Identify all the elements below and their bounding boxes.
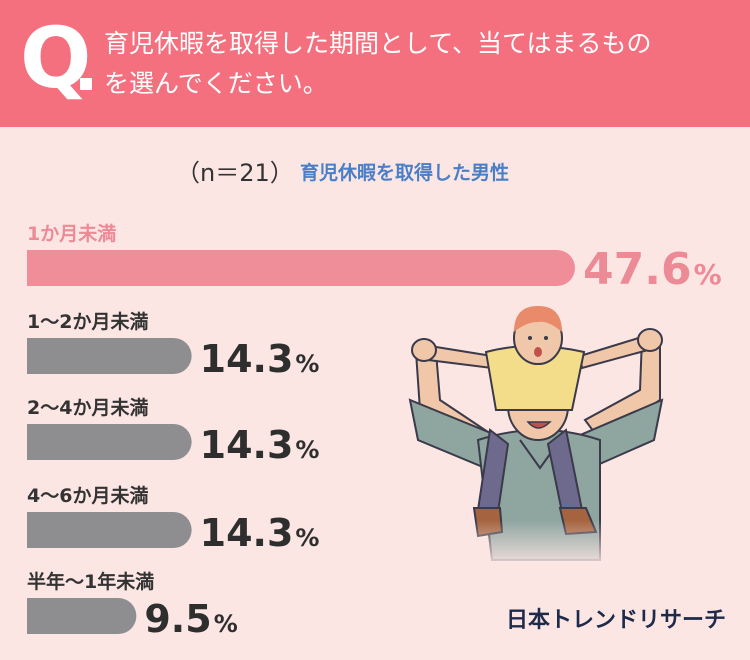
question-line-1: 育児休暇を取得した期間として、当てはまるもの <box>104 29 652 58</box>
bar-left-edge <box>27 424 63 460</box>
brand-logo: 日本トレンドリサーチ <box>506 608 727 633</box>
value-label: 14.3% <box>200 337 320 381</box>
q-mark: Q <box>20 9 91 107</box>
value-label: 14.3% <box>200 423 320 467</box>
bar <box>27 250 575 286</box>
question-header: Q 育児休暇を取得した期間として、当てはまるもの を選んでください。 <box>0 0 750 127</box>
bar-left-edge <box>27 598 63 634</box>
father-child-illustration <box>408 306 670 570</box>
category-label: 1〜2か月未満 <box>27 310 148 333</box>
category-label: 1か月未満 <box>27 222 116 245</box>
category-label: 2〜4か月未満 <box>27 396 148 419</box>
value-label: 14.3% <box>200 511 320 555</box>
bar-left-edge <box>27 512 63 548</box>
bar-left-edge <box>27 250 63 286</box>
legend-label: 育児休暇を取得した男性 <box>300 162 510 184</box>
value-label: 9.5% <box>144 597 237 641</box>
bar <box>27 512 192 548</box>
category-label: 半年〜1年未満 <box>27 570 154 593</box>
bar <box>27 338 192 374</box>
q-dot <box>80 78 92 90</box>
sample-size: （n＝21） <box>176 159 294 187</box>
question-line-2: を選んでください。 <box>104 69 328 98</box>
category-label: 4〜6か月未満 <box>27 484 148 507</box>
value-label: 47.6% <box>583 244 722 295</box>
bars-group: 1か月未満 47.6% 1〜2か月未満 14.3% 2〜4か月未満 14.3% 4〜6か月未… <box>27 222 722 641</box>
bar-left-edge <box>27 338 63 374</box>
bar <box>27 424 192 460</box>
question-text: 育児休暇を取得した期間として、当てはまるもの を選んでください。 <box>104 24 734 104</box>
